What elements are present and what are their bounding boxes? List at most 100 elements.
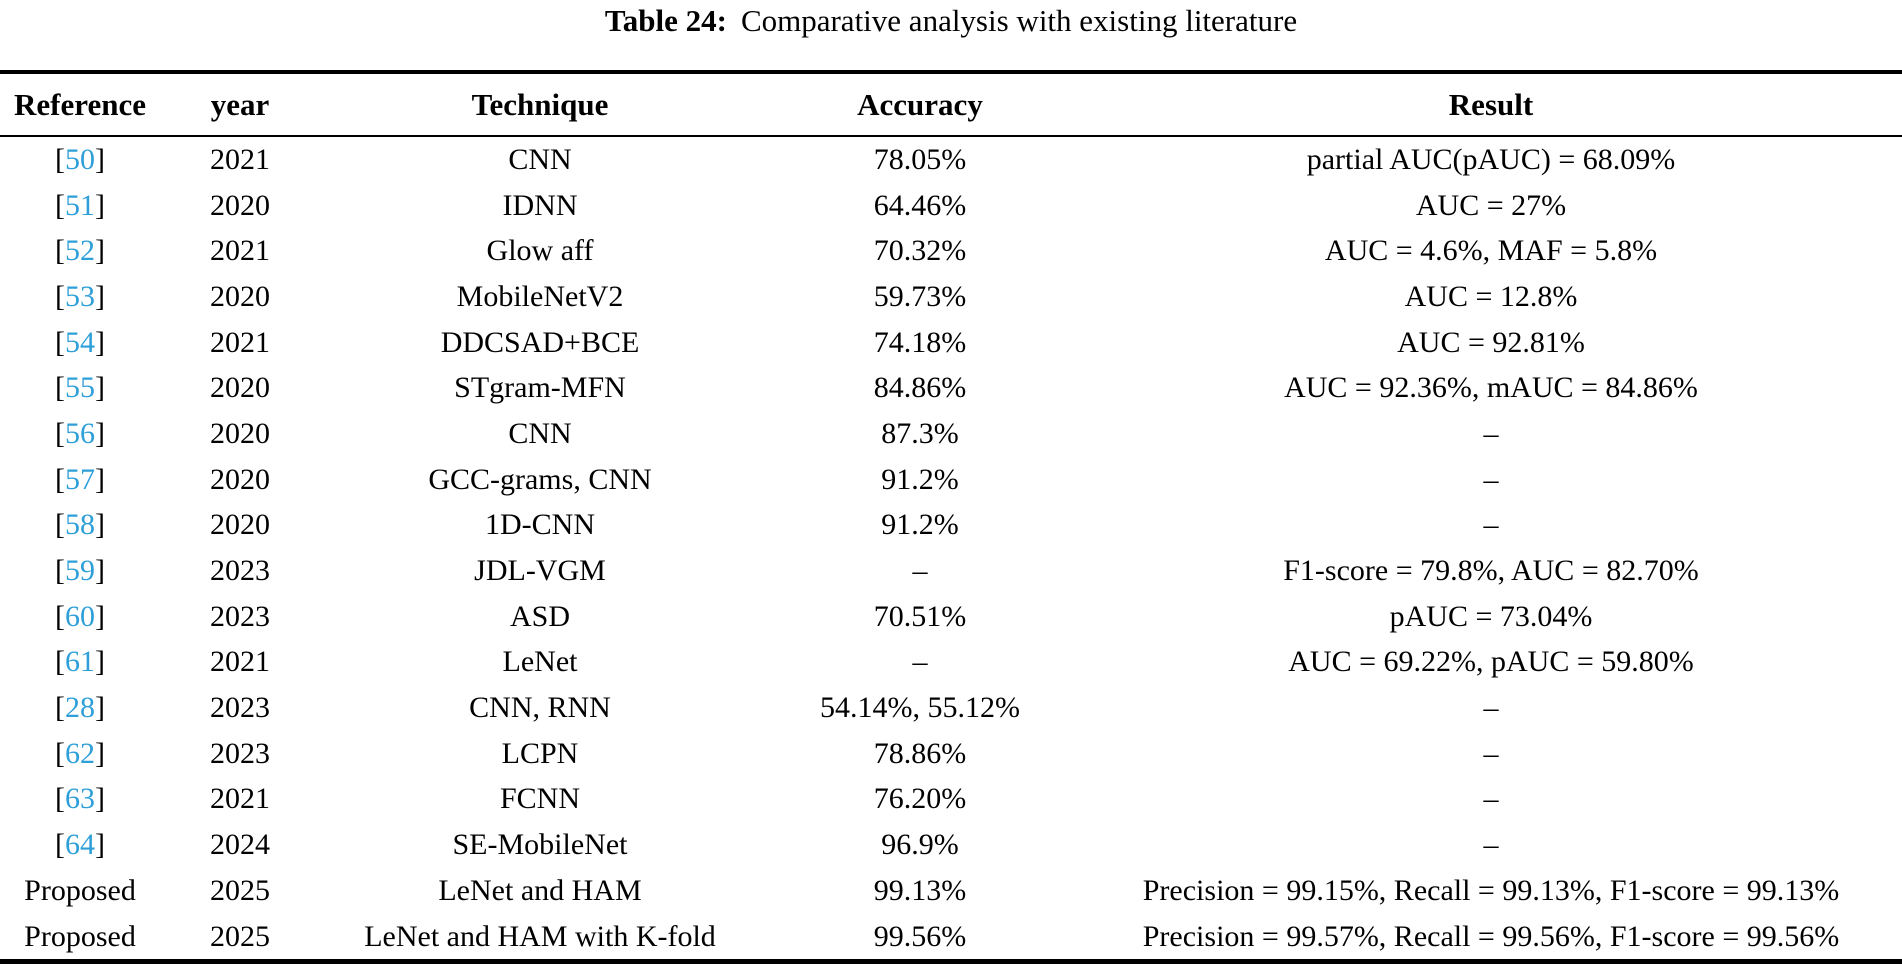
cell-technique: ASD bbox=[509, 599, 570, 633]
table-row: [57] 2020 GCC-grams, CNN 91.2% – bbox=[0, 457, 1902, 503]
citation-bracket-open: [ bbox=[55, 325, 65, 359]
cell-reference: [57] bbox=[0, 457, 160, 503]
citation-bracket-close: ] bbox=[95, 736, 105, 770]
cell-technique: IDNN bbox=[502, 188, 578, 222]
citation-link[interactable]: 52 bbox=[65, 234, 95, 268]
citation-link[interactable]: 53 bbox=[65, 279, 95, 313]
cell-technique: LeNet bbox=[502, 645, 578, 679]
citation-link[interactable]: 50 bbox=[65, 142, 95, 176]
cell-accuracy: 84.86% bbox=[873, 371, 967, 405]
cell-result: pAUC = 73.04% bbox=[1389, 599, 1593, 633]
cell-technique: FCNN bbox=[499, 782, 581, 816]
citation-link[interactable]: 56 bbox=[65, 416, 95, 450]
citation-link[interactable]: 61 bbox=[65, 645, 95, 679]
cell-reference: [59] bbox=[0, 548, 160, 594]
col-header-year: year bbox=[160, 72, 320, 137]
cell-reference: [55] bbox=[0, 365, 160, 411]
table-row: [28] 2023 CNN, RNN 54.14%, 55.12% – bbox=[0, 685, 1902, 731]
cell-accuracy: 54.14%, 55.12% bbox=[820, 691, 1020, 725]
cell-result: AUC = 12.8% bbox=[1404, 279, 1578, 313]
col-header-result: Result bbox=[1080, 72, 1902, 137]
citation-bracket-open: [ bbox=[55, 782, 65, 816]
table-row: [55] 2020 STgram-MFN 84.86% AUC = 92.36%, mA… bbox=[0, 365, 1902, 411]
cell-technique: LeNet and HAM with K-fold bbox=[364, 919, 716, 953]
cell-reference: Proposed bbox=[24, 919, 136, 953]
citation-bracket-open: [ bbox=[55, 645, 65, 679]
table-row: Proposed 2025 LeNet and HAM 99.13% Precision… bbox=[0, 868, 1902, 914]
cell-result: – bbox=[1483, 508, 1499, 542]
citation-link[interactable]: 58 bbox=[65, 508, 95, 542]
cell-result: – bbox=[1483, 462, 1499, 496]
cell-accuracy: 70.32% bbox=[873, 234, 967, 268]
citation-bracket-open: [ bbox=[55, 188, 65, 222]
cell-reference: [52] bbox=[0, 228, 160, 274]
citation-link[interactable]: 51 bbox=[65, 188, 95, 222]
citation-bracket-close: ] bbox=[95, 279, 105, 313]
citation-link[interactable]: 64 bbox=[65, 828, 95, 862]
table-row: [59] 2023 JDL-VGM – F1-score = 79.8%, AUC = … bbox=[0, 548, 1902, 594]
citation-bracket-open: [ bbox=[55, 828, 65, 862]
citation-bracket-open: [ bbox=[55, 234, 65, 268]
table-caption: Table 24: Comparative analysis with exist… bbox=[0, 0, 1902, 42]
table-row: [60] 2023 ASD 70.51% pAUC = 73.04% bbox=[0, 594, 1902, 640]
citation-bracket-open: [ bbox=[55, 599, 65, 633]
citation-bracket-open: [ bbox=[55, 554, 65, 588]
cell-technique: LeNet and HAM bbox=[438, 873, 642, 907]
citation-bracket-close: ] bbox=[95, 325, 105, 359]
cell-reference: [28] bbox=[0, 685, 160, 731]
citation-link[interactable]: 55 bbox=[65, 371, 95, 405]
table-header: Reference year Technique Accuracy Result bbox=[0, 72, 1902, 137]
citation-bracket-close: ] bbox=[95, 508, 105, 542]
cell-reference: [60] bbox=[0, 594, 160, 640]
cell-year: 2025 bbox=[210, 919, 270, 953]
table-row: [62] 2023 LCPN 78.86% – bbox=[0, 731, 1902, 777]
cell-technique: SE-MobileNet bbox=[452, 828, 628, 862]
cell-year: 2021 bbox=[210, 234, 270, 268]
cell-reference: [64] bbox=[0, 822, 160, 868]
cell-reference: [62] bbox=[0, 731, 160, 777]
cell-reference: [56] bbox=[0, 411, 160, 457]
cell-year: 2020 bbox=[210, 416, 270, 450]
citation-bracket-open: [ bbox=[55, 691, 65, 725]
citation-link[interactable]: 60 bbox=[65, 599, 95, 633]
cell-year: 2023 bbox=[210, 554, 270, 588]
cell-accuracy: 99.13% bbox=[873, 873, 967, 907]
citation-link[interactable]: 28 bbox=[65, 691, 95, 725]
citation-bracket-close: ] bbox=[95, 234, 105, 268]
citation-bracket-open: [ bbox=[55, 508, 65, 542]
citation-bracket-open: [ bbox=[55, 371, 65, 405]
citation-link[interactable]: 59 bbox=[65, 554, 95, 588]
citation-bracket-close: ] bbox=[95, 828, 105, 862]
cell-reference: [63] bbox=[0, 777, 160, 823]
citation-bracket-close: ] bbox=[95, 599, 105, 633]
cell-accuracy: 64.46% bbox=[873, 188, 967, 222]
cell-result: AUC = 92.81% bbox=[1397, 325, 1585, 359]
cell-accuracy: 59.73% bbox=[873, 279, 967, 313]
citation-bracket-open: [ bbox=[55, 736, 65, 770]
citation-bracket-close: ] bbox=[95, 188, 105, 222]
col-header-technique: Technique bbox=[320, 72, 760, 137]
cell-result: – bbox=[1483, 782, 1499, 816]
citation-link[interactable]: 54 bbox=[65, 325, 95, 359]
cell-reference: [53] bbox=[0, 274, 160, 320]
table-caption-label: Table 24: bbox=[604, 3, 727, 38]
cell-accuracy: – bbox=[912, 645, 928, 679]
cell-technique: STgram-MFN bbox=[454, 371, 626, 405]
cell-accuracy: 74.18% bbox=[873, 325, 967, 359]
cell-technique: 1D-CNN bbox=[485, 508, 595, 542]
cell-result: F1-score = 79.8%, AUC = 82.70% bbox=[1283, 554, 1699, 588]
col-header-accuracy: Accuracy bbox=[760, 72, 1080, 137]
cell-technique: Glow aff bbox=[486, 234, 594, 268]
cell-accuracy: 87.3% bbox=[881, 416, 959, 450]
table-row: [50] 2021 CNN 78.05% partial AUC(pAUC) = 68.… bbox=[0, 136, 1902, 183]
comparison-table: Reference year Technique Accuracy Result… bbox=[0, 70, 1902, 965]
citation-link[interactable]: 62 bbox=[65, 736, 95, 770]
citation-link[interactable]: 63 bbox=[65, 782, 95, 816]
cell-year: 2024 bbox=[210, 828, 270, 862]
cell-reference: [50] bbox=[0, 136, 160, 183]
citation-link[interactable]: 57 bbox=[65, 462, 95, 496]
table-row: [54] 2021 DDCSAD+BCE 74.18% AUC = 92.81% bbox=[0, 320, 1902, 366]
cell-year: 2025 bbox=[210, 873, 270, 907]
col-header-reference: Reference bbox=[0, 72, 160, 137]
cell-year: 2021 bbox=[210, 325, 270, 359]
